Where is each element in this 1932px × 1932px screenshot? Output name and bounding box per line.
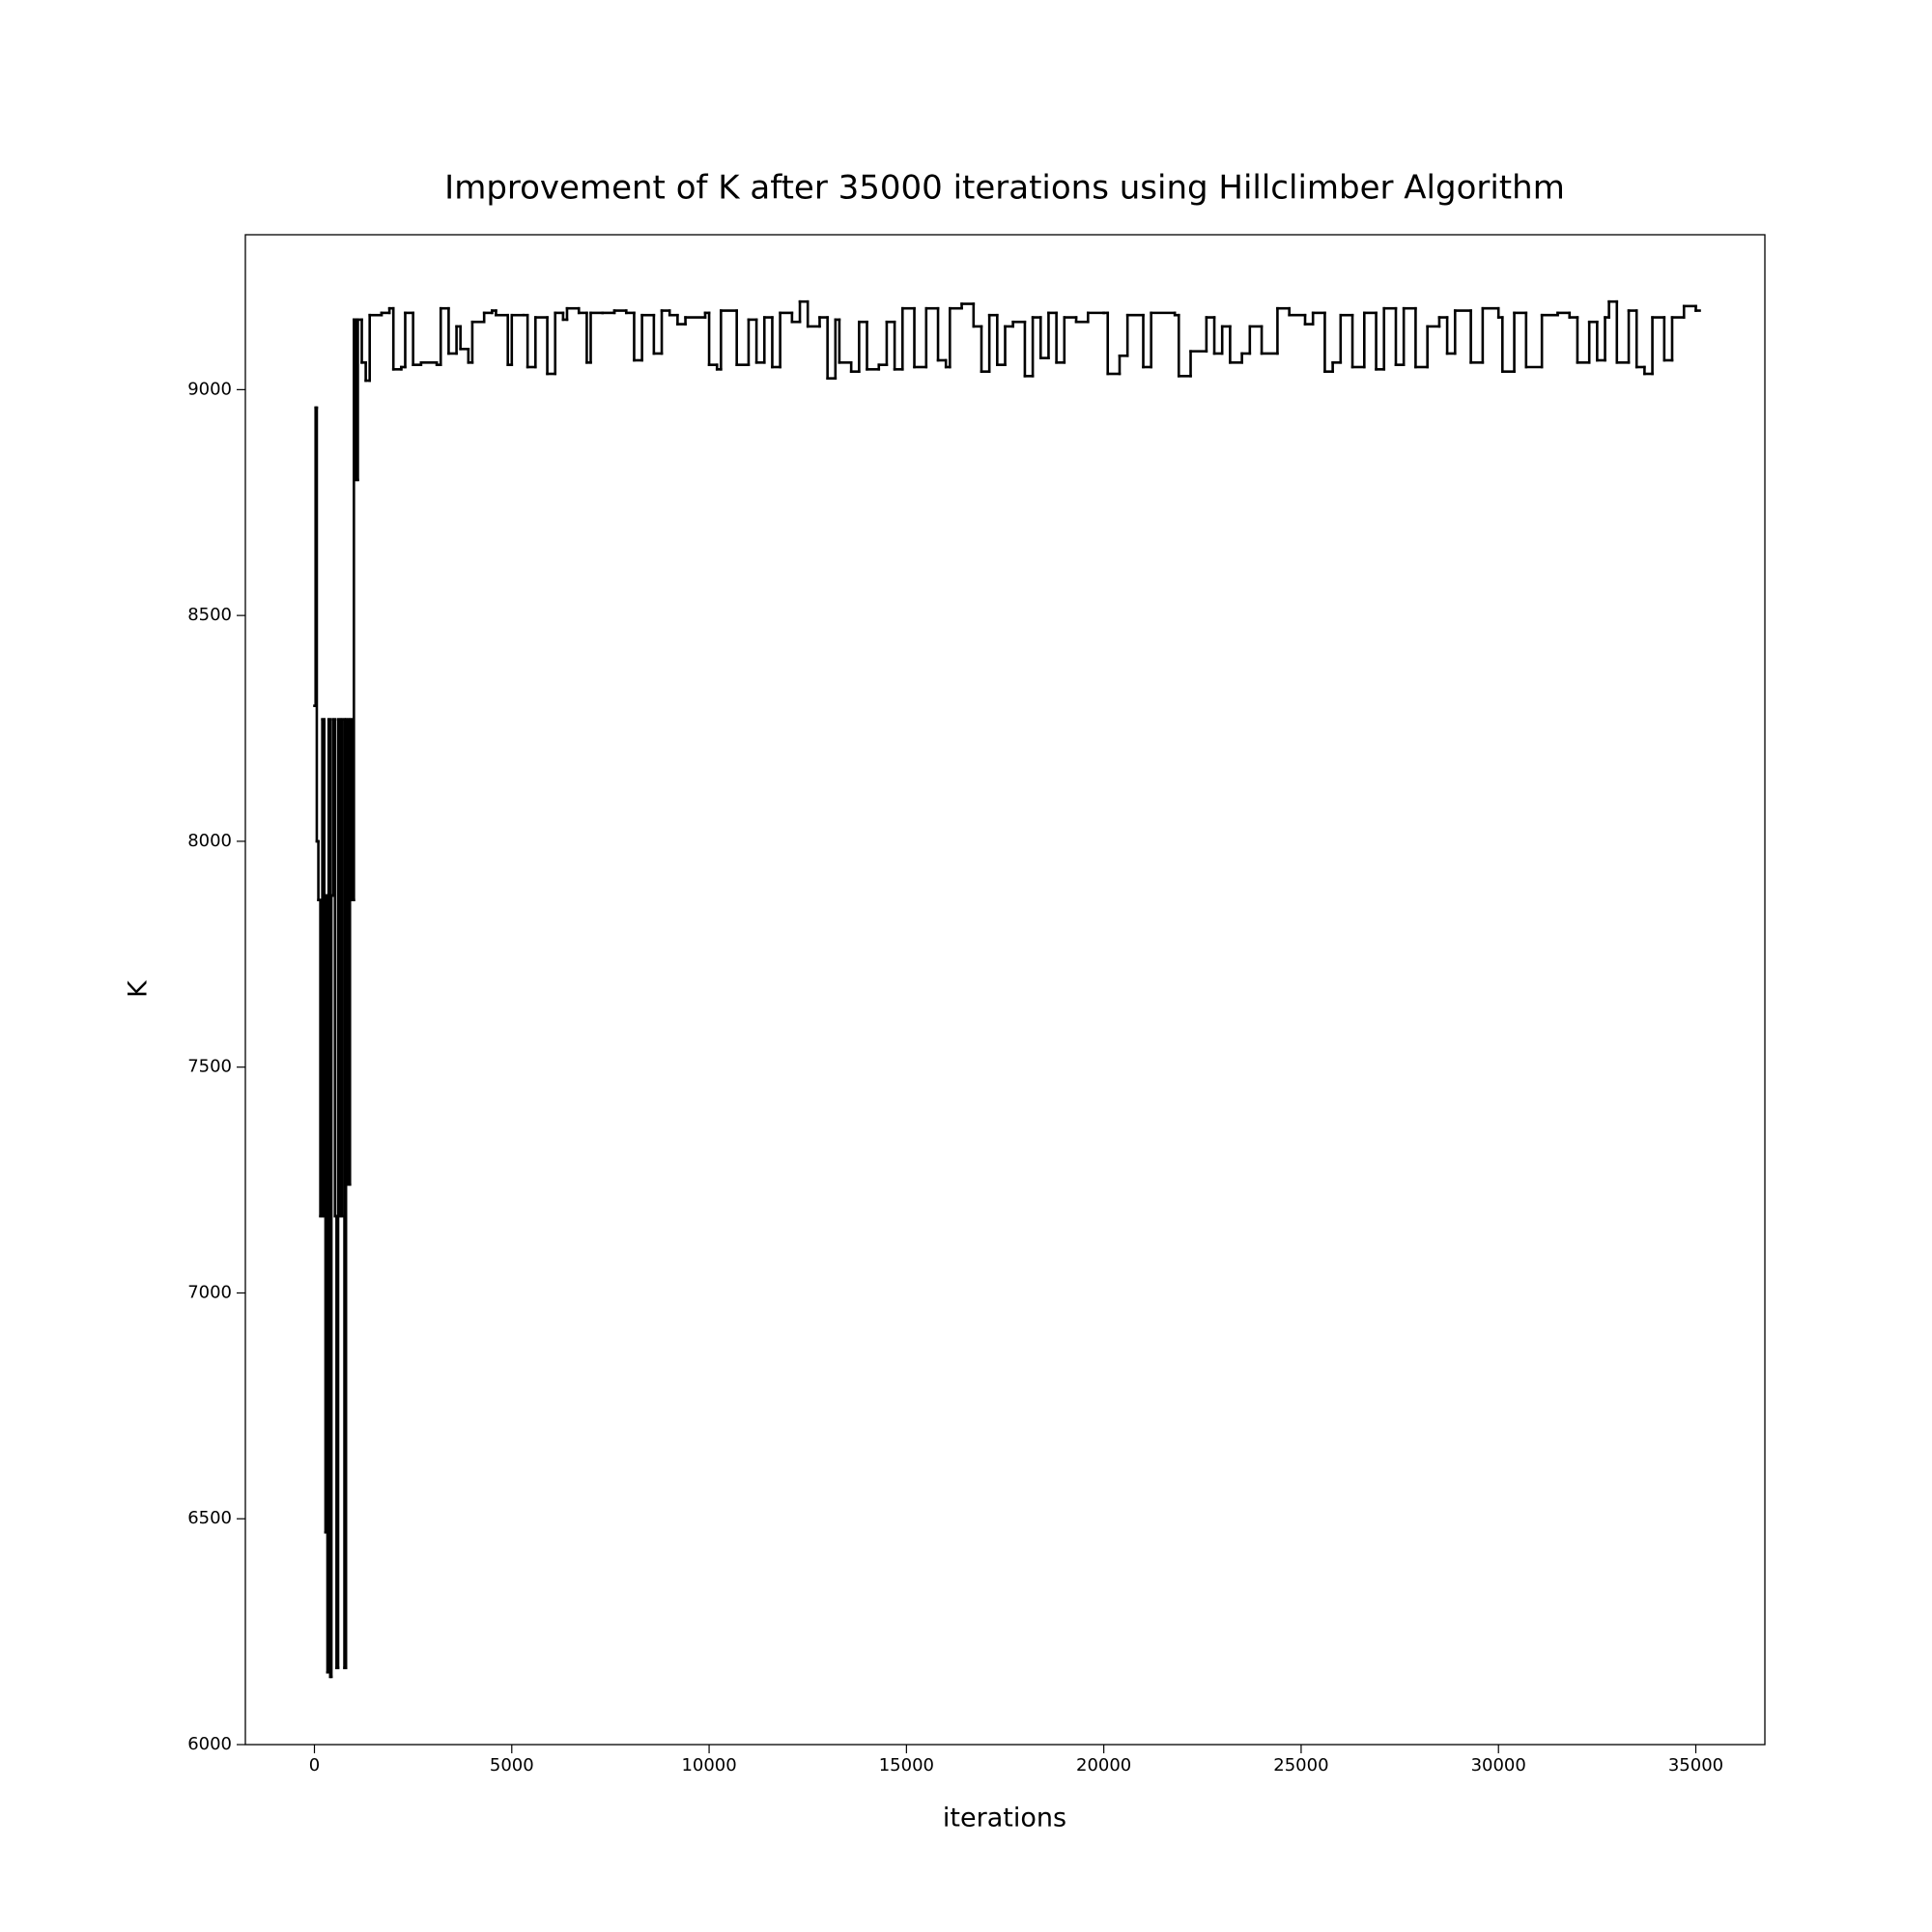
x-tick-label: 25000 xyxy=(1273,1755,1328,1776)
x-tick-label: 10000 xyxy=(681,1755,736,1776)
chart-title: Improvement of K after 35000 iterations … xyxy=(444,169,1565,208)
x-tick-label: 15000 xyxy=(879,1755,934,1776)
x-tick-label: 20000 xyxy=(1076,1755,1131,1776)
plot-frame xyxy=(244,234,1766,1746)
y-tick-label: 8000 xyxy=(187,831,232,851)
x-tick-label: 35000 xyxy=(1668,1755,1723,1776)
y-tick-label: 7500 xyxy=(187,1057,232,1077)
x-tick-label: 0 xyxy=(309,1755,320,1776)
y-tick-label: 6500 xyxy=(187,1508,232,1528)
x-tick-label: 30000 xyxy=(1471,1755,1526,1776)
y-axis-label: K xyxy=(124,980,154,998)
x-tick-label: 5000 xyxy=(490,1755,534,1776)
y-tick-label: 6000 xyxy=(187,1734,232,1754)
y-tick-label: 9000 xyxy=(187,379,232,399)
y-tick-label: 7000 xyxy=(187,1282,232,1302)
y-tick-label: 8500 xyxy=(187,605,232,625)
x-axis-label: iterations xyxy=(943,1804,1066,1833)
